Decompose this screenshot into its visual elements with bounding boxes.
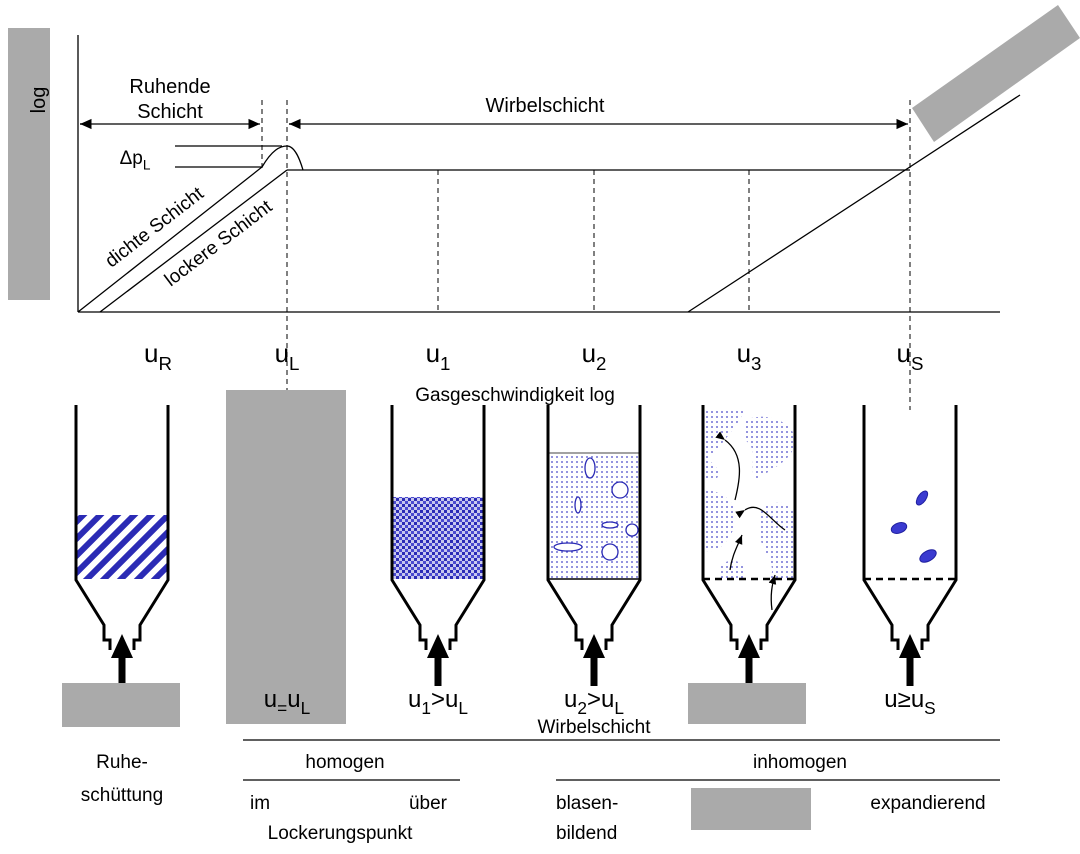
label-part: Δp: [120, 148, 143, 169]
label-part: u: [737, 338, 751, 368]
redaction: [62, 683, 180, 727]
label: homogen: [305, 752, 384, 773]
flow-arrow-head: [738, 634, 760, 658]
label: uR: [144, 338, 172, 374]
label-part: L: [301, 698, 311, 718]
redaction: [912, 5, 1080, 142]
label: ΔpL: [120, 148, 151, 173]
label-part: S: [911, 353, 923, 374]
particles: [890, 489, 939, 565]
label: Wirbelschicht: [538, 717, 652, 738]
label: uS: [897, 338, 924, 374]
label: expandierend: [870, 793, 985, 814]
label-part: L: [614, 698, 624, 718]
label-part: u: [897, 338, 911, 368]
label: u≥uS: [884, 686, 935, 718]
pressure-curve: [78, 146, 910, 312]
vessel: [864, 405, 956, 650]
label: über: [409, 793, 448, 814]
label: log: [28, 87, 50, 114]
label-part: L: [143, 158, 151, 173]
flow-arrow-head: [899, 634, 921, 658]
label: Lockerungspunkt: [268, 823, 413, 844]
label-part: 3: [751, 353, 761, 374]
label-part: u: [426, 338, 440, 368]
label: bildend: [556, 823, 617, 844]
label: Ruhende: [129, 76, 210, 98]
bed-fixed: [76, 515, 168, 579]
label-part: 1: [421, 698, 431, 718]
label-part: u: [144, 338, 158, 368]
redaction: [226, 390, 346, 724]
label-part: L: [289, 353, 299, 374]
flow-arrow-head: [583, 634, 605, 658]
label: u1: [426, 338, 451, 374]
redaction: [8, 28, 50, 300]
label-part: 1: [440, 353, 450, 374]
label: blasen-: [556, 793, 618, 814]
label: inhomogen: [753, 752, 847, 773]
flow-arrow-head: [111, 634, 133, 658]
label: u2>uL: [564, 686, 624, 718]
transport-line: [688, 95, 1020, 312]
label-part: L: [458, 698, 468, 718]
label-part: >u: [431, 686, 458, 713]
label: schüttung: [81, 785, 163, 806]
label: Gasgeschwindigkeit log: [415, 385, 615, 406]
redaction: [691, 788, 811, 830]
redaction: [688, 683, 806, 724]
label-part: S: [924, 698, 936, 718]
label-part: u: [287, 686, 300, 713]
label-part: u: [564, 686, 577, 713]
bed-homogen: [392, 497, 484, 579]
label: u2: [582, 338, 607, 374]
label-part: =: [277, 698, 287, 718]
diagram: log Gasgeschwindigkeit log Ruhende Schicht W…: [0, 0, 1080, 849]
label-part: 2: [577, 698, 587, 718]
flow-arrow-head: [427, 634, 449, 658]
label: Schicht: [137, 101, 203, 123]
label-part: u≥u: [884, 686, 924, 713]
label: u3: [737, 338, 762, 374]
vessels: [76, 405, 956, 686]
label-part: R: [158, 353, 172, 374]
label-part: u: [408, 686, 421, 713]
label: im: [250, 793, 270, 814]
label-part: >u: [587, 686, 614, 713]
label-part: u: [582, 338, 596, 368]
label-part: u: [275, 338, 289, 368]
label-part: 2: [596, 353, 606, 374]
label: uL: [275, 338, 300, 374]
clouds: [703, 410, 795, 578]
labels: log Gasgeschwindigkeit log Ruhende Schicht W…: [28, 76, 986, 844]
label: u1>uL: [408, 686, 468, 718]
label: Wirbelschicht: [486, 95, 605, 117]
label: Ruhe-: [96, 752, 148, 773]
label-part: u: [264, 686, 277, 713]
